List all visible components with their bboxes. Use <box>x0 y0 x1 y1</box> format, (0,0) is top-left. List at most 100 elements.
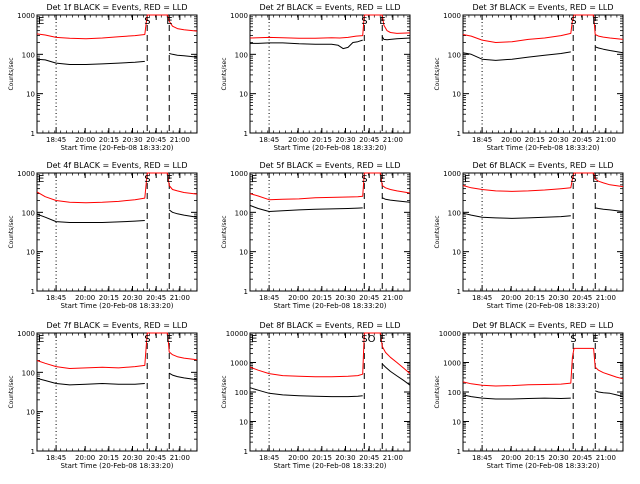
x-tick-label: 21:00 <box>596 294 616 302</box>
x-tick-label: 20:15 <box>312 454 332 462</box>
series-events-black <box>249 197 411 212</box>
marker-label: E <box>379 16 385 27</box>
y-tick-label: 1000 <box>230 360 248 368</box>
marker-label: E <box>251 334 257 345</box>
series-lld-red <box>462 347 624 387</box>
x-axis-label: Start Time (20-Feb-08 18:33:20) <box>60 302 173 310</box>
x-tick-label: 18:45 <box>472 454 492 462</box>
y-tick-label: 100 <box>448 51 461 59</box>
x-tick-label: 21:00 <box>383 136 403 144</box>
panel-4: Det 4f BLACK = Events, RED = LLD 1 10 100 10… <box>8 161 198 310</box>
x-tick-label: 20:30 <box>548 454 568 462</box>
panel-title: Det 5f BLACK = Events, RED = LLD <box>259 161 400 170</box>
x-tick-label: 20:15 <box>312 136 332 144</box>
y-axis-label: Counts/sec <box>8 375 15 408</box>
panel-title: Det 8f BLACK = Events, RED = LLD <box>259 321 400 330</box>
y-tick-label: 100 <box>22 51 35 59</box>
x-tick-label: 18:45 <box>46 454 66 462</box>
y-tick-label: 1 <box>244 130 248 138</box>
marker-label: E <box>38 174 44 185</box>
y-axis-label: Counts/sec <box>434 375 441 408</box>
series-lld-red <box>36 14 198 40</box>
panel-title: Det 6f BLACK = Events, RED = LLD <box>472 161 613 170</box>
x-axis-label: Start Time (20-Feb-08 18:33:20) <box>486 462 599 470</box>
y-tick-label: 1 <box>31 130 35 138</box>
marker-label: S <box>144 174 150 185</box>
y-tick-label: 1 <box>31 448 35 456</box>
marker-label: E <box>38 16 44 27</box>
y-tick-label: 10000 <box>439 330 461 338</box>
panel-5: Det 5f BLACK = Events, RED = LLD 1 10 100 10… <box>221 161 411 310</box>
y-axis-label: Counts/sec <box>434 57 441 90</box>
marker-label: S <box>570 334 576 345</box>
y-tick-label: 1000 <box>443 170 461 178</box>
marker-label: E <box>166 334 172 345</box>
marker-label: S <box>570 174 576 185</box>
x-axis-label: Start Time (20-Feb-08 18:33:20) <box>486 302 599 310</box>
plot-frame <box>36 332 198 452</box>
x-tick-label: 21:00 <box>170 294 190 302</box>
x-tick-label: 18:45 <box>472 136 492 144</box>
x-tick-label: 20:45 <box>572 454 592 462</box>
x-tick-label: 21:00 <box>596 454 616 462</box>
x-tick-label: 20:00 <box>501 454 521 462</box>
y-axis-label: Counts/sec <box>221 57 228 90</box>
x-tick-label: 20:00 <box>501 136 521 144</box>
x-tick-label: 20:45 <box>146 294 166 302</box>
marker-label: E <box>379 334 385 345</box>
x-tick-label: 18:45 <box>259 294 279 302</box>
x-tick-label: 20:30 <box>122 294 142 302</box>
y-tick-label: 1000 <box>443 12 461 20</box>
x-tick-label: 21:00 <box>170 136 190 144</box>
series-events-black <box>462 207 624 219</box>
series-lld-red <box>249 14 411 39</box>
plot-frame <box>462 14 624 134</box>
y-tick-label: 10000 <box>226 330 248 338</box>
x-tick-label: 18:45 <box>472 294 492 302</box>
series-lld-red <box>249 172 411 201</box>
x-tick-label: 21:00 <box>383 454 403 462</box>
x-tick-label: 20:00 <box>75 294 95 302</box>
y-tick-label: 1 <box>244 448 248 456</box>
x-axis-label: Start Time (20-Feb-08 18:33:20) <box>273 302 386 310</box>
x-tick-label: 20:15 <box>525 294 545 302</box>
y-tick-label: 100 <box>448 389 461 397</box>
x-tick-label: 21:00 <box>596 136 616 144</box>
x-axis-label: Start Time (20-Feb-08 18:33:20) <box>486 144 599 152</box>
series-lld-red <box>36 332 198 369</box>
panel-8: Det 8f BLACK = Events, RED = LLD 1 10 100 10… <box>221 321 411 470</box>
y-tick-label: 1 <box>244 288 248 296</box>
y-tick-label: 1000 <box>443 360 461 368</box>
series-lld-red <box>249 332 411 378</box>
y-tick-label: 1000 <box>230 170 248 178</box>
plot-frame <box>36 14 198 134</box>
panel-2: Det 2f BLACK = Events, RED = LLD 1 10 100 10… <box>221 3 411 152</box>
marker-label: S <box>144 334 150 345</box>
panel-6: Det 6f BLACK = Events, RED = LLD 1 10 100 10… <box>434 161 624 310</box>
y-tick-label: 1 <box>457 130 461 138</box>
y-tick-label: 1000 <box>17 330 35 338</box>
y-tick-label: 1 <box>31 288 35 296</box>
plot-frame <box>36 172 198 292</box>
x-tick-label: 20:30 <box>548 136 568 144</box>
x-tick-label: 20:15 <box>99 136 119 144</box>
x-tick-label: 20:45 <box>572 136 592 144</box>
y-axis-label: Counts/sec <box>8 57 15 90</box>
y-tick-label: 100 <box>22 369 35 377</box>
y-axis-label: Counts/sec <box>8 215 15 248</box>
x-tick-label: 20:30 <box>335 136 355 144</box>
y-tick-label: 1000 <box>17 170 35 178</box>
y-tick-label: 10 <box>239 419 248 427</box>
series-events-black <box>462 46 624 61</box>
y-tick-label: 10 <box>26 249 35 257</box>
x-tick-label: 20:15 <box>312 294 332 302</box>
marker-label: SO <box>361 334 375 345</box>
y-tick-label: 100 <box>448 209 461 217</box>
y-tick-label: 100 <box>22 209 35 217</box>
series-lld-red <box>462 14 624 43</box>
panel-1: Det 1f BLACK = Events, RED = LLD 1 10 100 10… <box>8 3 198 152</box>
plot-frame <box>249 14 411 134</box>
series-events-black <box>36 209 198 223</box>
x-tick-label: 20:30 <box>122 136 142 144</box>
